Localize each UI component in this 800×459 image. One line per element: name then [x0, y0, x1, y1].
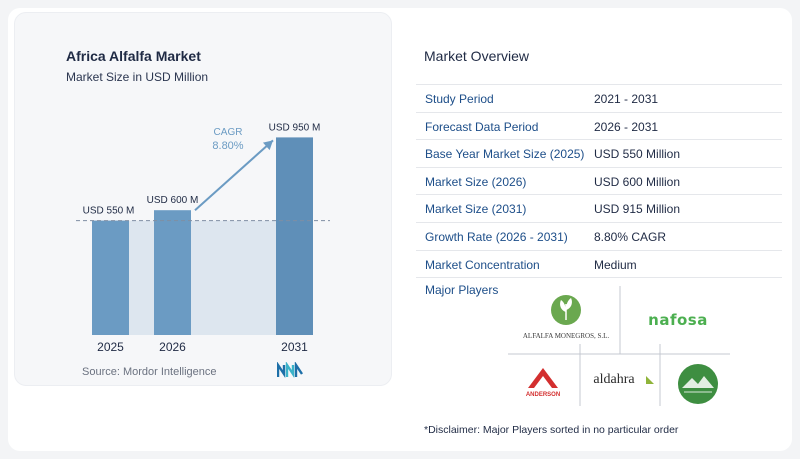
overview-value: 8.80% CAGR [594, 229, 667, 244]
aldahra-name: aldahra [593, 372, 635, 387]
bar-2031 [276, 137, 313, 335]
nafosa-logo: nafosa [648, 311, 708, 329]
chart-title: Africa Alfalfa Market [66, 48, 201, 64]
aldahra-logo: aldahra [593, 372, 654, 387]
overview-row-base-year-size: Base Year Market Size (2025) USD 550 Mil… [416, 140, 782, 168]
mordor-logo-icon [277, 362, 303, 378]
cagr-arrow-line [194, 139, 274, 211]
bar-chart: USD 550 M 2025 USD 600 M 2026 USD 950 M 2031 C… [76, 122, 330, 354]
overview-label: Growth Rate (2026 - 2031) [425, 229, 568, 244]
bar-2026 [154, 210, 191, 335]
overview-row-size-2026: Market Size (2026) USD 600 Million [416, 168, 782, 196]
data-label-2026: USD 600 M [147, 195, 199, 206]
overview-value: USD 915 Million [594, 202, 681, 217]
major-players-grid: ALFALFA MONEGROS, S.L. nafosa ANDERSON a… [508, 286, 730, 406]
overview-row-concentration: Market Concentration Medium [416, 251, 782, 279]
overview-title: Market Overview [424, 48, 530, 64]
disclaimer-text: *Disclaimer: Major Players sorted in no … [424, 424, 679, 436]
major-players-label: Major Players [425, 283, 499, 297]
anderson-name: ANDERSON [526, 392, 560, 398]
overview-table: Study Period 2021 - 2031 Forecast Data P… [416, 84, 782, 279]
overview-value: USD 600 Million [594, 174, 681, 189]
bar-2025 [92, 220, 129, 335]
anderson-logo: ANDERSON [526, 368, 560, 398]
data-label-2031: USD 950 M [269, 122, 321, 133]
alfalfa-monegros-name: ALFALFA MONEGROS, S.L. [523, 332, 610, 340]
circle-landscape-icon [678, 364, 718, 404]
overview-label: Base Year Market Size (2025) [425, 147, 585, 162]
cagr-arrow-head [262, 140, 273, 151]
cagr-value: 8.80% [212, 140, 243, 152]
chart-subtitle: Market Size in USD Million [66, 70, 209, 84]
alfalfa-monegros-logo: ALFALFA MONEGROS, S.L. [523, 295, 610, 340]
overview-label: Forecast Data Period [425, 119, 539, 134]
source-text: Source: Mordor Intelligence [82, 366, 217, 378]
x-tick-2026: 2026 [159, 340, 186, 354]
overview-row-size-2031: Market Size (2031) USD 915 Million [416, 195, 782, 223]
overview-row-forecast-period: Forecast Data Period 2026 - 2031 [416, 113, 782, 141]
overview-label: Market Size (2026) [425, 174, 527, 189]
overview-value: Medium [594, 257, 637, 272]
overview-label: Study Period [425, 92, 494, 106]
overview-value: 2021 - 2031 [594, 92, 659, 106]
overview-row-study-period: Study Period 2021 - 2031 [416, 84, 782, 113]
overview-value: 2026 - 2031 [594, 119, 659, 134]
overview-label: Market Concentration [425, 257, 540, 272]
overview-row-growth-rate: Growth Rate (2026 - 2031) 8.80% CAGR [416, 223, 782, 251]
overview-value: USD 550 Million [594, 147, 681, 162]
x-tick-2031: 2031 [281, 340, 308, 354]
cagr-label: CAGR [214, 127, 243, 138]
x-tick-2025: 2025 [97, 340, 124, 354]
overview-label: Market Size (2031) [425, 202, 527, 217]
data-label-2025: USD 550 M [83, 206, 135, 217]
